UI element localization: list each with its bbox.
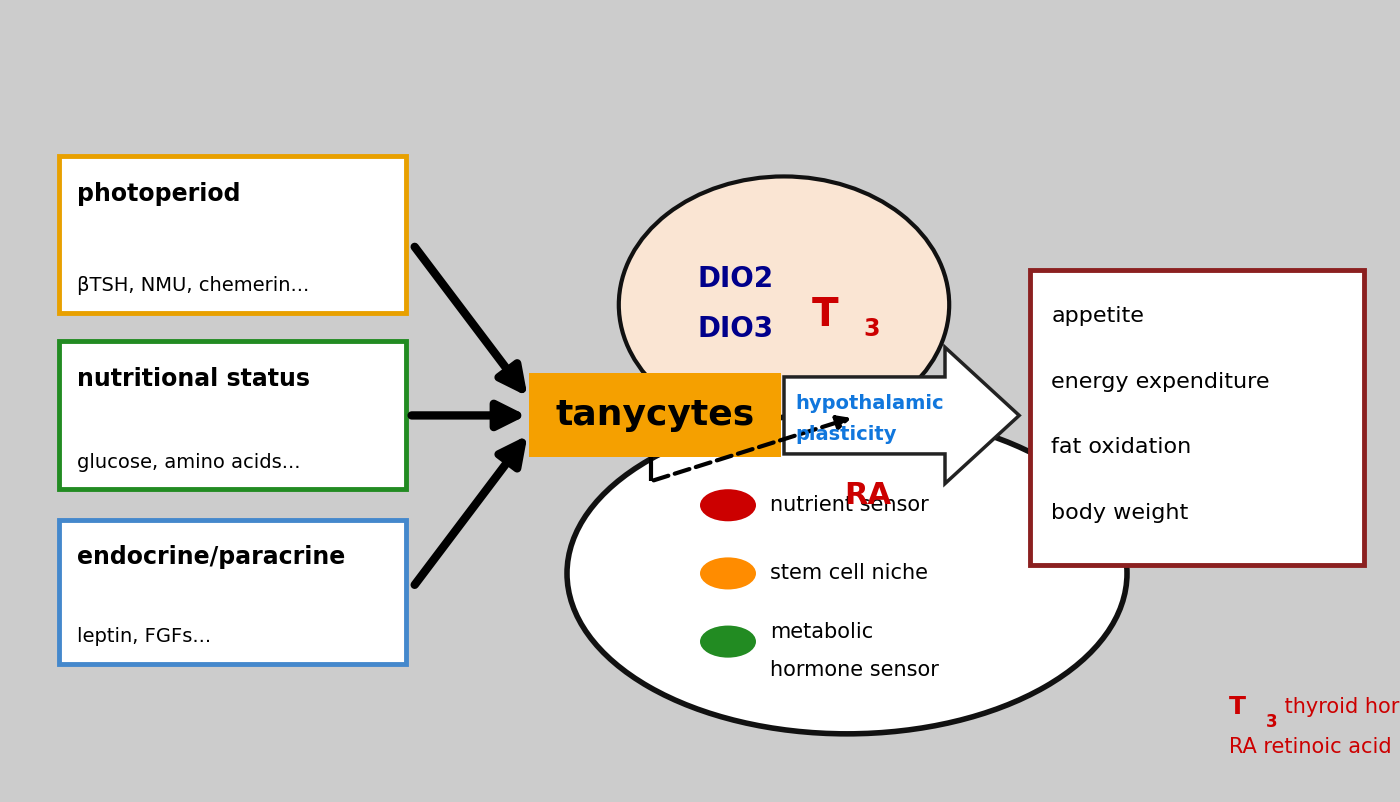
Circle shape [567,413,1127,734]
Text: hormone sensor: hormone sensor [770,660,939,679]
FancyBboxPatch shape [59,520,406,664]
Text: endocrine/paracrine: endocrine/paracrine [77,545,346,569]
Text: tanycytes: tanycytes [556,398,755,432]
Text: photoperiod: photoperiod [77,182,241,206]
FancyBboxPatch shape [1030,270,1364,565]
Text: appetite: appetite [1051,306,1144,326]
Text: leptin, FGFs...: leptin, FGFs... [77,627,211,646]
Text: T: T [1229,695,1246,719]
Text: nutritional status: nutritional status [77,367,309,391]
Circle shape [700,626,756,658]
Text: RA: RA [844,481,892,510]
Text: βTSH, NMU, chemerin...: βTSH, NMU, chemerin... [77,276,309,295]
Text: fat oxidation: fat oxidation [1051,437,1191,457]
FancyBboxPatch shape [59,156,406,313]
Text: 3: 3 [1266,713,1277,731]
FancyBboxPatch shape [59,341,406,489]
Text: RA retinoic acid: RA retinoic acid [1229,738,1392,757]
Text: nutrient sensor: nutrient sensor [770,496,928,515]
Polygon shape [784,347,1019,484]
FancyBboxPatch shape [529,373,781,457]
Circle shape [700,489,756,521]
Text: DIO3: DIO3 [697,315,773,342]
Text: 3: 3 [864,317,881,341]
Circle shape [700,557,756,589]
Text: DIO2: DIO2 [697,265,773,293]
Ellipse shape [619,176,949,433]
Text: stem cell niche: stem cell niche [770,564,928,583]
Text: body weight: body weight [1051,503,1189,523]
Text: energy expenditure: energy expenditure [1051,372,1270,391]
Text: thyroid hormone: thyroid hormone [1278,698,1400,717]
Text: T: T [812,296,839,334]
Text: glucose, amino acids...: glucose, amino acids... [77,452,301,472]
Text: hypothalamic: hypothalamic [795,394,944,413]
Text: metabolic: metabolic [770,622,874,642]
Text: plasticity: plasticity [795,425,896,444]
